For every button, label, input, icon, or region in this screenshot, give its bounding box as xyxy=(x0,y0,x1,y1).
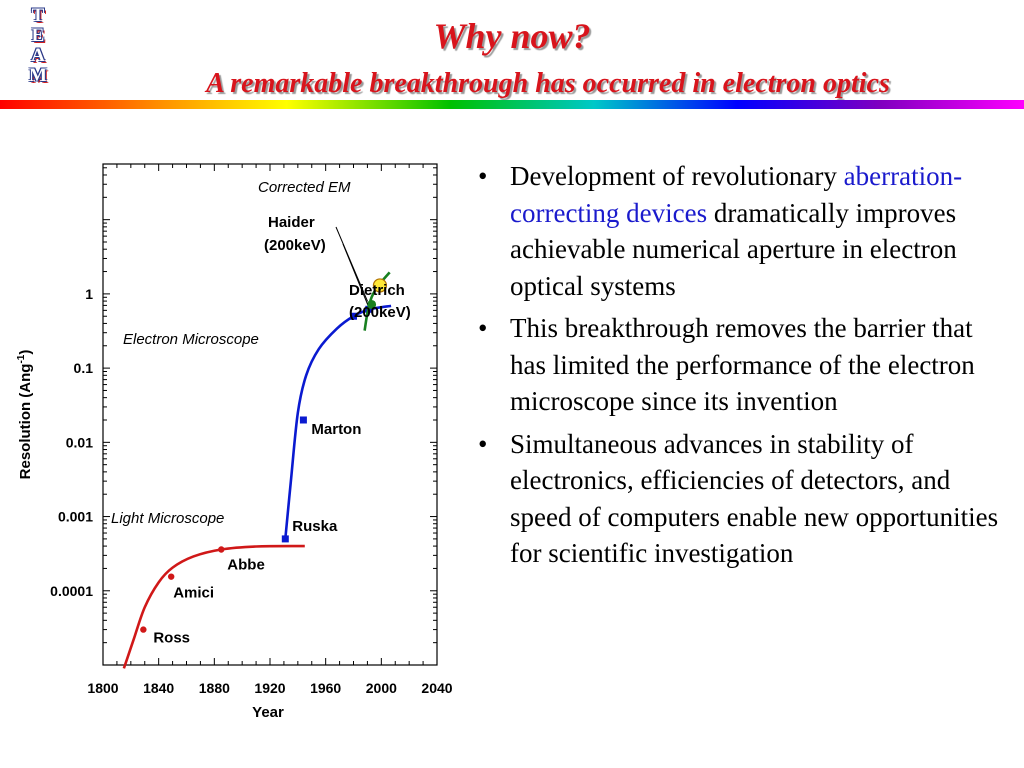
y-tick-label: 0.0001 xyxy=(50,583,93,599)
bullet-list: • Development of revolutionary aberration… xyxy=(468,158,1008,578)
series-label-light-microscope: Light Microscope xyxy=(111,510,224,527)
point-label-dietrich: Dietrich xyxy=(349,282,405,299)
bullet-dot: • xyxy=(478,313,488,343)
logo-letter: E xyxy=(31,25,45,46)
x-tick-label: 1920 xyxy=(254,680,285,696)
resolution-chart: 1800 1840 1880 1920 1960 2000 2040 1 0.1 0.01 0.00… xyxy=(16,163,453,721)
bullet-text: This breakthrough removes the barrier th… xyxy=(510,313,975,416)
x-tick-label: 1960 xyxy=(310,680,341,696)
x-tick-label: 1880 xyxy=(199,680,230,696)
electron-microscope-point xyxy=(299,416,307,424)
logo-letter: T xyxy=(31,5,45,26)
electron-microscope-point xyxy=(350,312,357,320)
y-axis-label: Resolution (Ang-1) xyxy=(16,350,34,480)
team-logo: T E A M xyxy=(22,6,54,86)
point-label-abbe: Abbe xyxy=(227,556,265,573)
logo-letter: M xyxy=(29,65,47,86)
slide-subtitle: A remarkable breakthrough has occurred i… xyxy=(206,68,890,99)
x-tick-label: 1840 xyxy=(143,680,174,696)
bullet-text: dramatically improves achievable numeric… xyxy=(510,197,957,301)
point-label-ruska: Ruska xyxy=(292,518,338,535)
x-tick-label: 2000 xyxy=(366,680,397,696)
light-microscope-point xyxy=(218,546,225,553)
y-tick-label: 0.001 xyxy=(58,509,93,525)
bullet-item: • Simultaneous advances in stability of e… xyxy=(468,426,1008,572)
point-label-amici: Amici xyxy=(173,585,214,602)
y-axis-label-close: ) xyxy=(17,350,34,355)
bullet-item: • This breakthrough removes the barrier t… xyxy=(468,310,1008,420)
y-tick-label: 1 xyxy=(85,286,93,302)
x-tick-label: 2040 xyxy=(421,680,452,696)
bullet-text: Development of revolutionary xyxy=(510,161,844,191)
bullet-item: • Development of revolutionary aberration… xyxy=(468,158,1008,304)
rainbow-divider xyxy=(0,100,1024,109)
slide-title: Why now? xyxy=(433,16,591,56)
light-microscope-point xyxy=(140,626,147,633)
point-label-marton: Marton xyxy=(311,421,361,438)
series-label-electron-microscope: Electron Microscope xyxy=(123,331,259,348)
point-label-dietrich-energy: (200keV) xyxy=(349,304,411,321)
point-label-haider-energy: (200keV) xyxy=(264,237,326,254)
electron-microscope-point xyxy=(281,535,289,543)
x-tick-label: 1800 xyxy=(87,680,118,696)
bullet-dot: • xyxy=(478,428,488,459)
point-label-haider: Haider xyxy=(268,214,315,231)
bullet-highlight: aberration-correcting devices xyxy=(510,161,963,228)
logo-letter: A xyxy=(31,45,45,66)
bullet-text: Simultaneous advances in stability of el… xyxy=(510,428,999,569)
corrected-em-point xyxy=(367,299,377,309)
y-tick-label: 0.01 xyxy=(66,434,93,450)
light-microscope-point xyxy=(167,573,175,580)
haider-leader-line xyxy=(335,226,369,302)
light-microscope-line xyxy=(122,544,305,669)
highlight-point xyxy=(372,278,388,293)
series-label-corrected-em: Corrected EM xyxy=(258,179,351,196)
point-label-ross: Ross xyxy=(153,630,190,647)
haider-leader-line xyxy=(342,243,369,305)
bullet-dot: • xyxy=(478,161,488,191)
x-axis-label: Year xyxy=(252,704,284,721)
electron-microscope-line xyxy=(284,304,392,540)
y-tick-label: 0.1 xyxy=(74,360,94,376)
y-axis-label-superscript: -1 xyxy=(16,354,27,363)
